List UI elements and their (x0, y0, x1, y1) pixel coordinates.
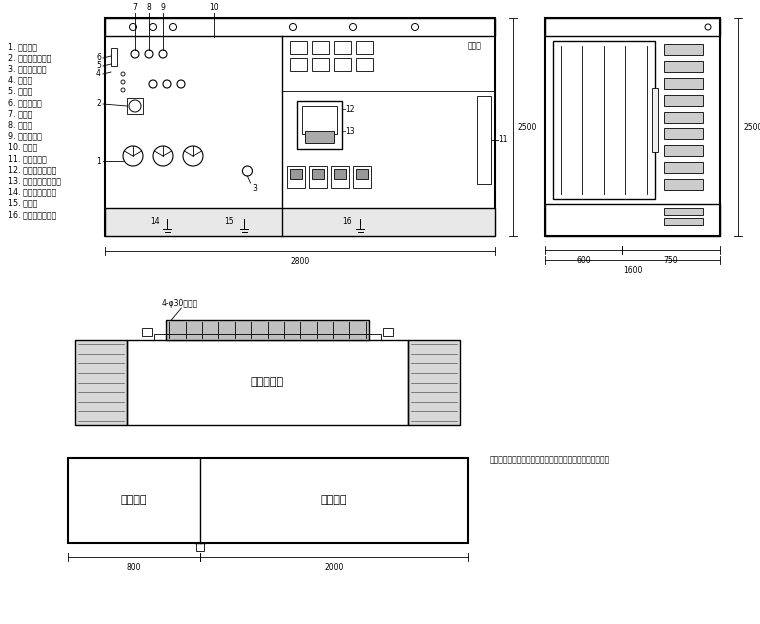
Bar (105, 18, 495, 36)
Bar (312, 169, 325, 179)
Bar (111, 48, 117, 66)
Bar (664, 61, 702, 72)
Text: 变压器主体: 变压器主体 (251, 378, 284, 388)
Bar (127, 98, 143, 114)
Bar (297, 101, 343, 149)
Text: 2: 2 (97, 99, 101, 109)
Text: 6: 6 (96, 54, 101, 62)
Text: 1: 1 (97, 157, 101, 165)
Bar (290, 58, 308, 71)
Text: 4: 4 (96, 69, 101, 79)
Text: 高压间隔: 高压间隔 (121, 495, 147, 505)
Bar (312, 41, 329, 54)
Bar (334, 169, 347, 179)
Bar (664, 218, 702, 225)
Text: 9. 超温保断器: 9. 超温保断器 (8, 132, 42, 140)
Bar (334, 41, 351, 54)
Text: 600: 600 (576, 256, 591, 265)
Text: 7: 7 (132, 3, 138, 12)
Text: 2500: 2500 (743, 122, 760, 132)
Text: 8: 8 (147, 3, 151, 12)
Text: 14: 14 (150, 218, 160, 227)
Text: 14. 高压室接地端子: 14. 高压室接地端子 (8, 188, 56, 197)
Text: 12. 低压侧主断路器: 12. 低压侧主断路器 (8, 165, 56, 174)
Text: 2800: 2800 (290, 257, 309, 266)
Bar (408, 340, 460, 425)
Bar (290, 169, 302, 179)
Bar (302, 106, 337, 134)
Bar (664, 78, 702, 89)
Text: 2500: 2500 (518, 122, 537, 132)
Text: 16: 16 (343, 218, 353, 227)
Bar (75, 340, 127, 425)
Text: 1. 高压套管: 1. 高压套管 (8, 42, 37, 51)
Bar (353, 166, 372, 188)
Bar (664, 129, 702, 139)
Bar (553, 41, 654, 199)
Bar (545, 204, 720, 236)
Bar (154, 334, 381, 340)
Bar (68, 458, 468, 543)
Bar (309, 166, 328, 188)
Bar (664, 44, 702, 55)
Text: 13. 低压侧总绝断路器: 13. 低压侧总绝断路器 (8, 177, 61, 185)
Text: 电子表: 电子表 (468, 41, 482, 50)
Text: 11: 11 (498, 135, 508, 145)
Bar (105, 18, 495, 236)
Text: 7. 温度计: 7. 温度计 (8, 109, 33, 118)
Text: 1600: 1600 (622, 266, 642, 275)
Bar (664, 162, 702, 173)
Text: 12: 12 (346, 104, 355, 114)
Text: 11. 无功补偿室: 11. 无功补偿室 (8, 154, 47, 163)
Text: 4-φ30安装孔: 4-φ30安装孔 (161, 299, 198, 308)
Bar (382, 328, 393, 336)
Bar (664, 208, 702, 215)
Bar (664, 179, 702, 190)
Bar (105, 208, 495, 236)
Text: 4. 油位计: 4. 油位计 (8, 76, 32, 85)
Bar (545, 18, 720, 36)
Text: 13: 13 (346, 127, 355, 135)
Bar (356, 58, 373, 71)
Bar (664, 112, 702, 122)
Text: 10: 10 (209, 3, 219, 12)
Bar (664, 145, 702, 156)
Bar (331, 166, 350, 188)
Bar (306, 131, 334, 143)
Bar (477, 96, 491, 184)
Text: 15. 放油阀: 15. 放油阀 (8, 199, 37, 208)
Text: 10. 表计室: 10. 表计室 (8, 143, 37, 152)
Text: 800: 800 (127, 563, 141, 572)
Bar (664, 95, 702, 105)
Bar (142, 328, 152, 336)
Text: 15: 15 (224, 218, 234, 227)
Text: 2000: 2000 (325, 563, 344, 572)
Text: 5. 注油口: 5. 注油口 (8, 87, 33, 96)
Text: 说明：以上尺寸仅作为参考，最终尺寸以厂家产品实物为准: 说明：以上尺寸仅作为参考，最终尺寸以厂家产品实物为准 (490, 456, 610, 464)
Bar (196, 543, 204, 551)
Bar (166, 320, 369, 340)
Text: 3: 3 (252, 184, 257, 193)
Text: 低压间隔: 低压间隔 (321, 495, 347, 505)
Text: 6. 压力释放阀: 6. 压力释放阀 (8, 98, 42, 107)
Text: 9: 9 (160, 3, 166, 12)
Bar (651, 89, 657, 152)
Bar (334, 58, 351, 71)
Bar (287, 166, 306, 188)
Bar (545, 18, 720, 236)
Bar (290, 41, 308, 54)
Bar (312, 58, 329, 71)
Bar (127, 340, 408, 425)
Text: 3. 调压分接开关: 3. 调压分接开关 (8, 64, 46, 74)
Text: 2. 四位置负荷开关: 2. 四位置负荷开关 (8, 53, 52, 62)
Text: 750: 750 (663, 256, 679, 265)
Bar (356, 169, 369, 179)
Text: 16. 低压室接地端子: 16. 低压室接地端子 (8, 210, 56, 219)
Text: 8. 压力表: 8. 压力表 (8, 120, 32, 129)
Text: 5: 5 (96, 62, 101, 71)
Bar (356, 41, 373, 54)
